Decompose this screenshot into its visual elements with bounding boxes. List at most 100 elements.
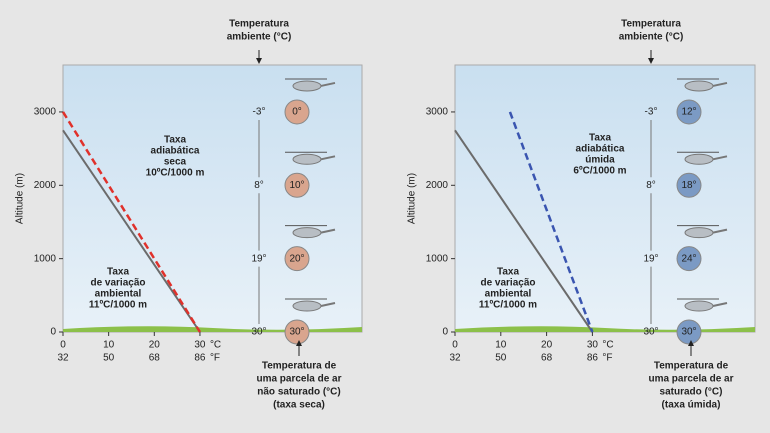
y-axis-label: Altitude (m) <box>407 173 418 224</box>
line-annotation: úmida <box>585 155 615 166</box>
f-tick-label: 50 <box>495 353 507 364</box>
helicopter-tail <box>712 155 728 161</box>
f-tick-label: 50 <box>103 353 115 364</box>
line-annotation: ambiental <box>95 289 142 300</box>
f-unit: °F <box>210 353 220 364</box>
parcel-temp: 12° <box>681 107 696 118</box>
balloon <box>676 99 702 125</box>
helicopter-tail <box>712 302 728 307</box>
helicopter <box>292 300 322 312</box>
parcel-temp: 0° <box>292 107 302 118</box>
balloon <box>284 99 310 125</box>
line-annotation: Taxa <box>107 267 129 278</box>
bottom-note: Temperatura de <box>262 361 337 372</box>
ambient-temp: 8° <box>646 180 656 191</box>
bottom-note: (taxa seca) <box>273 400 325 411</box>
x-unit: °C <box>210 340 221 351</box>
top-arrowhead <box>256 58 262 64</box>
f-tick-label: 68 <box>541 353 553 364</box>
series-line <box>454 129 594 333</box>
parcel-temp: 30° <box>289 327 304 338</box>
plot-area <box>454 64 756 333</box>
helicopter <box>684 300 714 312</box>
line-annotation: Taxa <box>497 267 519 278</box>
line-annotation: seca <box>164 157 187 168</box>
parcel-temp: 24° <box>681 253 696 264</box>
ambient-temp: -3° <box>645 107 658 118</box>
f-unit: °F <box>602 353 612 364</box>
f-tick-label: 86 <box>194 353 206 364</box>
parcel-temp: 10° <box>289 180 304 191</box>
helicopter <box>684 80 714 92</box>
x-tick-label: 0 <box>60 340 66 351</box>
helicopter <box>292 80 322 92</box>
y-tick-label: 3000 <box>34 107 57 118</box>
bottom-note: (taxa úmida) <box>662 400 721 411</box>
parcel-temp: 18° <box>681 180 696 191</box>
bottom-note: Temperatura de <box>654 361 729 372</box>
helicopter <box>684 227 714 239</box>
x-unit: °C <box>602 340 613 351</box>
bottom-note: saturado (°C) <box>660 387 723 398</box>
bottom-note: uma parcela de ar <box>648 374 733 385</box>
y-tick-label: 0 <box>442 327 448 338</box>
helicopter <box>684 153 714 165</box>
helicopter-tail <box>712 228 728 234</box>
y-tick-label: 0 <box>50 327 56 338</box>
ambient-temp: 30° <box>643 327 658 338</box>
f-tick-label: 32 <box>57 353 69 364</box>
y-tick-label: 3000 <box>426 107 449 118</box>
x-tick-label: 0 <box>452 340 458 351</box>
y-tick-label: 1000 <box>34 253 57 264</box>
x-tick-label: 30 <box>194 340 206 351</box>
line-annotation: Taxa <box>589 133 611 144</box>
bottom-arrowhead <box>688 340 694 346</box>
y-tick-label: 2000 <box>426 180 449 191</box>
ambient-temp: 8° <box>254 180 264 191</box>
x-tick-label: 20 <box>149 340 161 351</box>
series-line <box>508 111 594 333</box>
balloon <box>676 172 702 198</box>
line-annotation: 11ºC/1000 m <box>479 300 537 311</box>
line-annotation: de variação <box>480 278 535 289</box>
line-annotation: 6ºC/1000 m <box>573 166 626 177</box>
f-tick-label: 68 <box>149 353 161 364</box>
balloon <box>676 246 702 272</box>
f-tick-label: 32 <box>449 353 461 364</box>
x-tick-label: 30 <box>587 340 599 351</box>
bottom-note: não saturado (°C) <box>257 387 340 398</box>
line-annotation: adiabática <box>151 146 200 157</box>
line-annotation: ambiental <box>485 289 532 300</box>
helicopter <box>292 227 322 239</box>
helicopter-tail <box>320 302 336 307</box>
ambient-temp: 19° <box>251 253 266 264</box>
line-annotation: 10ºC/1000 m <box>146 168 205 179</box>
top-arrowhead <box>648 58 654 64</box>
plot-area <box>62 64 363 333</box>
x-tick-label: 10 <box>103 340 115 351</box>
ambient-temp: 19° <box>643 253 658 264</box>
helicopter <box>292 153 322 165</box>
top-note: Temperatura <box>621 19 681 30</box>
helicopter-tail <box>320 81 336 87</box>
parcel-temp: 30° <box>681 327 696 338</box>
top-note: Temperatura <box>229 19 289 30</box>
helicopter-tail <box>320 228 336 234</box>
x-tick-label: 20 <box>541 340 553 351</box>
ambient-temp: -3° <box>253 107 266 118</box>
top-note: ambiente (°C) <box>227 32 292 43</box>
line-annotation: Taxa <box>164 135 186 146</box>
y-tick-label: 2000 <box>34 180 57 191</box>
ambient-temp: 30° <box>251 327 266 338</box>
line-annotation: adiabática <box>576 144 625 155</box>
y-tick-label: 1000 <box>426 253 449 264</box>
series-line <box>62 129 201 333</box>
f-tick-label: 86 <box>587 353 599 364</box>
balloon <box>284 172 310 198</box>
parcel-temp: 20° <box>289 253 304 264</box>
helicopter-tail <box>712 81 728 87</box>
line-annotation: 11ºC/1000 m <box>89 300 147 311</box>
top-note: ambiente (°C) <box>619 32 684 43</box>
bottom-note: uma parcela de ar <box>256 374 341 385</box>
line-annotation: de variação <box>90 278 145 289</box>
